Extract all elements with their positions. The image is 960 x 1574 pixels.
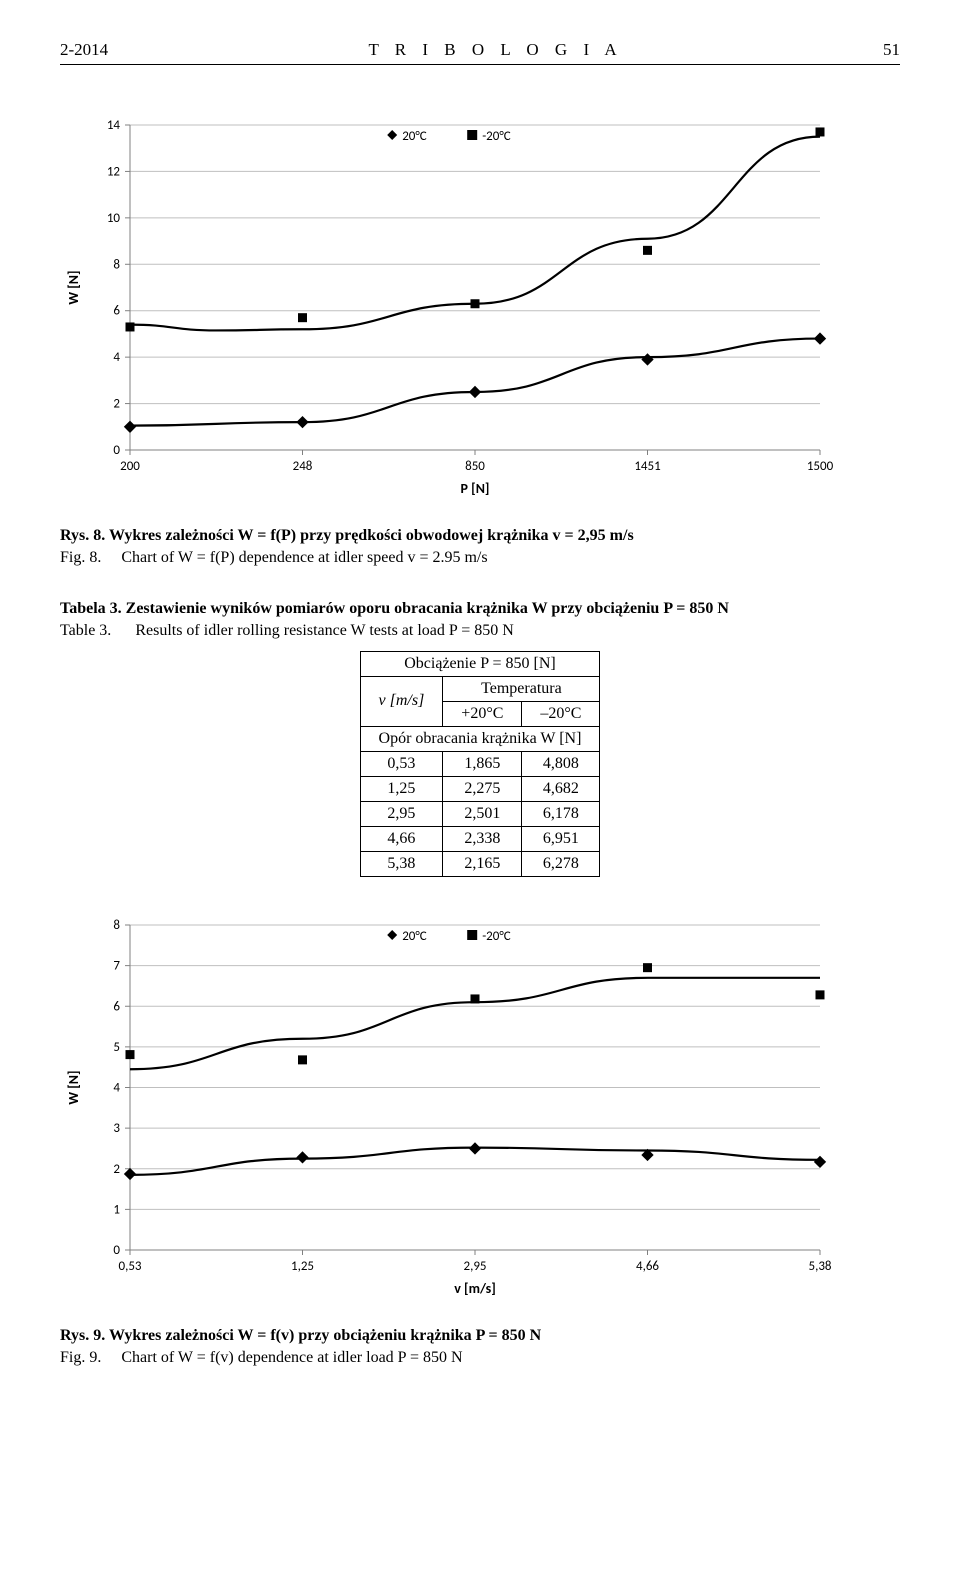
fig9-pl-text: Wykres zależności W = f(v) przy obciążen… [109, 1327, 541, 1344]
svg-text:1: 1 [113, 1202, 120, 1217]
table3-col-plus: +20°C [443, 701, 522, 726]
svg-text:1,25: 1,25 [291, 1259, 314, 1274]
svg-text:P [N]: P [N] [461, 480, 490, 497]
table-row: 4,662,3386,951 [360, 826, 600, 851]
header-center: T R I B O L O G I A [368, 40, 622, 60]
chart-fig8: 0 2 4 6 8 10 12 14 200 248 850 1451 1500 P [N] W [N] 20… [60, 105, 900, 505]
svg-text:8: 8 [113, 918, 120, 933]
svg-text:2: 2 [113, 1161, 120, 1176]
svg-text:4,66: 4,66 [636, 1259, 659, 1274]
svg-text:20°C: 20°C [402, 929, 427, 944]
fig8-pl-text: Wykres zależności W = f(P) przy prędkośc… [109, 527, 634, 544]
table-cell: 5,38 [360, 851, 443, 876]
table-cell: 2,95 [360, 801, 443, 826]
svg-text:7: 7 [113, 958, 120, 973]
header-right: 51 [883, 40, 900, 60]
table3-pl-label: Tabela 3. [60, 600, 122, 617]
svg-text:5: 5 [113, 1039, 120, 1054]
fig9-en-label: Fig. 9. [60, 1349, 101, 1366]
svg-text:2,95: 2,95 [463, 1259, 486, 1274]
table-cell: 2,501 [443, 801, 522, 826]
table-cell: 2,338 [443, 826, 522, 851]
table3-temp-header: Temperatura [443, 676, 600, 701]
svg-text:200: 200 [120, 459, 140, 474]
table-cell: 6,951 [522, 826, 600, 851]
svg-text:-20°C: -20°C [482, 129, 511, 144]
svg-text:6: 6 [113, 999, 120, 1014]
header-left: 2-2014 [60, 40, 108, 60]
table-row: 0,531,8654,808 [360, 751, 600, 776]
table3-en-label: Table 3. [60, 622, 111, 639]
svg-text:5,38: 5,38 [808, 1259, 831, 1274]
fig9-caption: Rys. 9. Wykres zależności W = f(v) przy … [60, 1325, 900, 1370]
svg-text:W [N]: W [N] [65, 1070, 82, 1104]
table-row: 5,382,1656,278 [360, 851, 600, 876]
table-row: 2,952,5016,178 [360, 801, 600, 826]
table3-pl-text: Zestawienie wyników pomiarów oporu obrac… [126, 600, 729, 617]
table-row: 1,252,2754,682 [360, 776, 600, 801]
svg-text:2: 2 [113, 397, 120, 412]
fig8-en-text: Chart of W = f(P) dependence at idler sp… [121, 549, 487, 566]
chart-fig9: 0 1 2 3 4 5 6 7 8 0,53 1,25 2,95 4,66 5,38 v [m/s] W [N… [60, 905, 900, 1305]
fig9-en-text: Chart of W = f(v) dependence at idler lo… [121, 1349, 462, 1366]
svg-text:850: 850 [465, 459, 485, 474]
table3-en-text: Results of idler rolling resistance W te… [135, 622, 513, 639]
fig8-en-label: Fig. 8. [60, 549, 101, 566]
fig8-pl-label: Rys. 8. [60, 527, 105, 544]
fig8-caption: Rys. 8. Wykres zależności W = f(P) przy … [60, 525, 900, 570]
table-cell: 1,25 [360, 776, 443, 801]
svg-text:6: 6 [113, 304, 120, 319]
svg-text:W [N]: W [N] [65, 270, 82, 304]
svg-text:v [m/s]: v [m/s] [454, 1280, 496, 1297]
table3: Obciążenie P = 850 [N] v [m/s] Temperatu… [360, 651, 601, 877]
svg-text:1500: 1500 [807, 459, 834, 474]
table-cell: 0,53 [360, 751, 443, 776]
table-cell: 2,165 [443, 851, 522, 876]
svg-text:248: 248 [293, 459, 313, 474]
table-cell: 4,808 [522, 751, 600, 776]
table-cell: 4,66 [360, 826, 443, 851]
table3-col-minus: –20°C [522, 701, 600, 726]
chart-fig9-svg: 0 1 2 3 4 5 6 7 8 0,53 1,25 2,95 4,66 5,38 v [m/s] W [N… [60, 905, 840, 1305]
svg-text:4: 4 [113, 350, 120, 365]
table3-caption: Tabela 3. Zestawienie wyników pomiarów o… [60, 598, 900, 643]
svg-text:4: 4 [113, 1080, 120, 1095]
table-cell: 1,865 [443, 751, 522, 776]
fig9-pl-label: Rys. 9. [60, 1327, 105, 1344]
svg-text:0: 0 [113, 1243, 120, 1258]
table3-title: Obciążenie P = 850 [N] [360, 651, 600, 676]
table-cell: 6,178 [522, 801, 600, 826]
table3-v-header: v [m/s] [360, 676, 443, 726]
svg-text:8: 8 [113, 257, 120, 272]
svg-text:0,53: 0,53 [118, 1259, 141, 1274]
table-cell: 6,278 [522, 851, 600, 876]
chart-fig8-svg: 0 2 4 6 8 10 12 14 200 248 850 1451 1500 P [N] W [N] 20… [60, 105, 840, 505]
table-cell: 2,275 [443, 776, 522, 801]
svg-text:1451: 1451 [634, 459, 660, 474]
svg-text:12: 12 [107, 164, 121, 179]
svg-text:10: 10 [107, 211, 121, 226]
svg-text:3: 3 [113, 1121, 120, 1136]
svg-text:0: 0 [113, 443, 120, 458]
svg-text:20°C: 20°C [402, 129, 427, 144]
svg-text:14: 14 [107, 118, 121, 133]
svg-text:-20°C: -20°C [482, 929, 511, 944]
table3-row-header: Opór obracania krążnika W [N] [360, 726, 600, 751]
page-header: 2-2014 T R I B O L O G I A 51 [60, 40, 900, 65]
table-cell: 4,682 [522, 776, 600, 801]
